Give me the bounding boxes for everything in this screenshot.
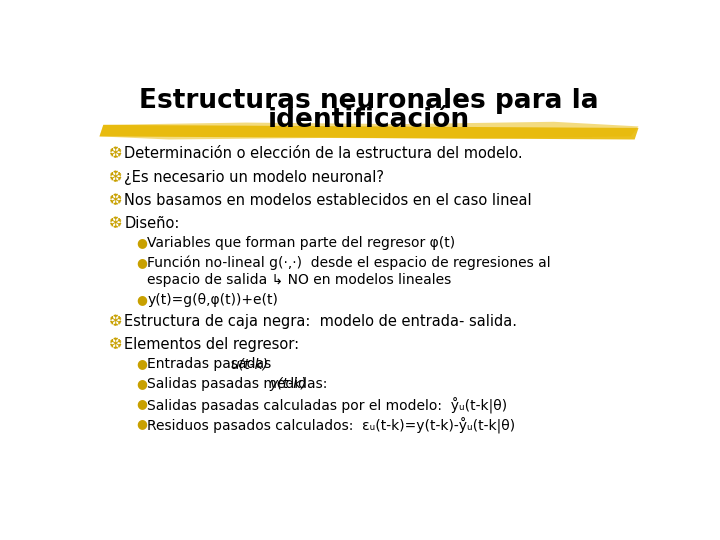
Text: ●: ● (137, 397, 148, 410)
Text: ●: ● (137, 417, 148, 430)
Text: ●: ● (137, 293, 148, 307)
Text: y(t-k): y(t-k) (269, 377, 307, 392)
Text: Función no-lineal g(·,·)  desde el espacio de regresiones al: Función no-lineal g(·,·) desde el espaci… (148, 256, 551, 271)
Text: ❆: ❆ (109, 338, 122, 353)
Text: ●: ● (137, 357, 148, 370)
Text: Residuos pasados calculados:  εᵤ(t-k)=y(t-k)-ẙᵤ(t-k|θ): Residuos pasados calculados: εᵤ(t-k)=y(t… (148, 417, 516, 434)
Text: Elementos del regresor:: Elementos del regresor: (124, 338, 300, 353)
Text: Estructuras neuronales para la: Estructuras neuronales para la (139, 88, 599, 114)
Text: Variables que forman parte del regresor φ(t): Variables que forman parte del regresor … (148, 236, 455, 250)
Text: ●: ● (137, 236, 148, 249)
Text: Determinación o elección de la estructura del modelo.: Determinación o elección de la estructur… (124, 146, 523, 161)
Text: ❆: ❆ (109, 215, 122, 231)
Polygon shape (99, 125, 639, 139)
Text: ❆: ❆ (109, 146, 122, 161)
Text: identificación: identificación (268, 107, 470, 133)
Polygon shape (99, 122, 639, 139)
Text: espacio de salida ↳ NO en modelos lineales: espacio de salida ↳ NO en modelos lineal… (148, 273, 451, 287)
Text: ❆: ❆ (109, 193, 122, 207)
Text: ❆: ❆ (109, 170, 122, 185)
Text: Nos basamos en modelos establecidos en el caso lineal: Nos basamos en modelos establecidos en e… (124, 193, 532, 207)
Text: ❆: ❆ (109, 314, 122, 329)
Text: u(t-k): u(t-k) (230, 357, 269, 372)
Text: y(t)=g(θ,φ(t))+e(t): y(t)=g(θ,φ(t))+e(t) (148, 293, 278, 307)
Text: Diseño:: Diseño: (124, 215, 179, 231)
Text: Salidas pasadas medidas:: Salidas pasadas medidas: (148, 377, 336, 392)
Text: Entradas pasadas: Entradas pasadas (148, 357, 276, 372)
Text: ¿Es necesario un modelo neuronal?: ¿Es necesario un modelo neuronal? (124, 170, 384, 185)
Text: ●: ● (137, 256, 148, 269)
Text: Salidas pasadas calculadas por el modelo:  ẙᵤ(t-k|θ): Salidas pasadas calculadas por el modelo… (148, 397, 508, 414)
Text: Estructura de caja negra:  modelo de entrada- salida.: Estructura de caja negra: modelo de entr… (124, 314, 517, 329)
Text: ●: ● (137, 377, 148, 390)
